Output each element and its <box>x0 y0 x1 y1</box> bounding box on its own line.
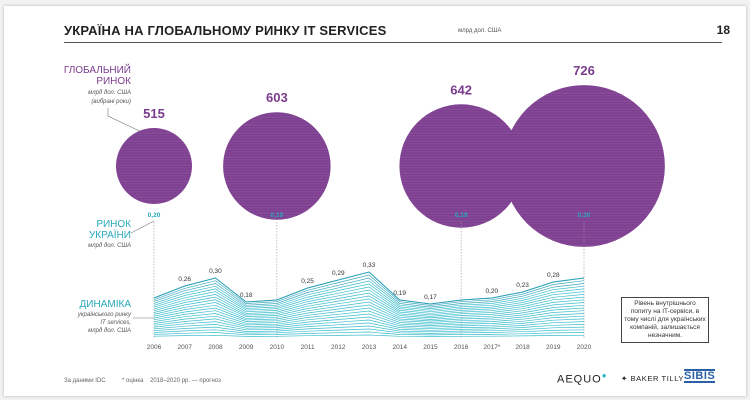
area-line-6 <box>153 289 585 314</box>
year-tick-2014: 2014 <box>392 344 407 351</box>
bubble-value-2006: 515 <box>143 106 165 121</box>
area-label-2009: 0,18 <box>240 292 253 299</box>
year-tick-2013: 2013 <box>362 344 377 351</box>
area-line-4 <box>153 283 585 311</box>
slide-page: УКРАЇНА НА ГЛОБАЛЬНОМУ РИНКУ IT SERVICES… <box>4 6 746 396</box>
year-tick-2020: 2020 <box>577 344 592 351</box>
bubble-2020 <box>503 85 665 247</box>
area-line-21 <box>153 334 585 337</box>
area-label-2007: 0,26 <box>178 276 191 283</box>
area-line-20 <box>153 331 585 336</box>
area-line-8 <box>153 295 585 317</box>
area-label-2018: 0,23 <box>516 282 529 289</box>
area-group: 0,26 0,30 0,18 0,25 0,29 0,33 0,19 0,17 0,20 0,23… <box>147 262 592 351</box>
bubble-2006 <box>116 128 192 204</box>
footer-source: За даними IDC <box>64 378 106 384</box>
bubble-2010 <box>223 112 331 220</box>
area-label-2012: 0,29 <box>332 270 345 277</box>
year-tick-2019: 2019 <box>546 344 561 351</box>
area-label-2013: 0,33 <box>363 262 376 269</box>
global-label-years: (вибрані роки) <box>91 99 131 105</box>
header-rule <box>64 42 722 43</box>
year-tick-2007: 2007 <box>177 344 192 351</box>
market-chart: ГЛОБАЛЬНИЙ РИНОК млрд дол. США (вибрані … <box>64 63 665 351</box>
ukraine-label-line2: УКРАЇНИ <box>89 229 131 241</box>
year-tick-2017*: 2017* <box>483 344 500 351</box>
area-line-1 <box>153 274 585 306</box>
bubble-value-2016: 642 <box>450 82 472 97</box>
bubble-group: 515 0,20 603 0,19 642 0,19 726 0,30 <box>116 63 665 338</box>
dynamics-label-line1: українського ринку <box>77 312 132 318</box>
year-tick-2016: 2016 <box>454 344 469 351</box>
bubble-value-2010: 603 <box>266 90 288 105</box>
area-label-2019: 0,28 <box>547 272 560 279</box>
area-label-2015: 0,17 <box>424 294 437 301</box>
year-tick-2018: 2018 <box>515 344 530 351</box>
ukraine-value-2016: 0,19 <box>455 212 468 219</box>
year-tick-2006: 2006 <box>147 344 162 351</box>
area-line-18 <box>153 325 585 333</box>
footer-forecast: 2018–2020 рр. — прогноз <box>150 378 221 384</box>
area-line-2 <box>153 277 585 308</box>
bubble-2016 <box>399 104 523 228</box>
year-tick-2009: 2009 <box>239 344 254 351</box>
year-tick-2008: 2008 <box>208 344 223 351</box>
area-line-19 <box>153 328 585 334</box>
global-label-unit: млрд дол. США <box>88 90 131 96</box>
baker-tilly-logo: ✦ BAKER TILLY <box>621 374 685 383</box>
global-label-line1: ГЛОБАЛЬНИЙ <box>64 63 131 76</box>
global-label-line2: РИНОК <box>96 76 131 87</box>
page-number: 18 <box>716 23 730 37</box>
area-label-2008: 0,30 <box>209 268 222 275</box>
year-tick-2015: 2015 <box>423 344 438 351</box>
year-tick-2012: 2012 <box>331 344 346 351</box>
sibis-logo: SIBIS <box>684 369 716 383</box>
area-line-9 <box>153 298 585 319</box>
dynamics-label-title: ДИНАМІКА <box>80 299 132 310</box>
dynamics-label-line2: IT services, <box>100 320 131 326</box>
area-label-2014: 0,19 <box>393 290 406 297</box>
baker-tilly-logo-text: BAKER TILLY <box>630 374 685 383</box>
year-tick-2010: 2010 <box>270 344 285 351</box>
aequo-logo: AEQUO● <box>557 371 608 386</box>
aequo-logo-text: AEQUO <box>557 373 602 386</box>
ukraine-label-line1: РИНОК <box>96 219 131 230</box>
ukraine-label-unit: млрд дол. США <box>88 243 131 249</box>
area-line-15 <box>153 316 585 328</box>
area-line-5 <box>153 286 585 313</box>
area-line-10 <box>153 301 585 320</box>
global-label-connector <box>107 108 151 137</box>
note-box: Рівень внутрішнього попиту на IT-сервіси… <box>621 297 709 343</box>
aequo-logo-dot: ● <box>601 371 608 380</box>
area-line-14 <box>153 313 585 326</box>
header-unit: млрд дол. США <box>458 28 502 34</box>
footer-estimate: * оцінка <box>122 378 144 384</box>
area-line-7 <box>153 292 585 316</box>
page-title: УКРАЇНА НА ГЛОБАЛЬНОМУ РИНКУ IT SERVICES <box>64 23 387 38</box>
ukraine-value-2020: 0,30 <box>578 212 591 219</box>
area-line-11 <box>153 304 585 322</box>
area-line-16 <box>153 319 585 330</box>
area-label-2011: 0,25 <box>301 278 314 285</box>
bubble-value-2020: 726 <box>573 63 595 78</box>
area-line-13 <box>153 310 585 325</box>
dynamics-label-line3: млрд дол. США <box>88 328 131 334</box>
area-line-17 <box>153 322 585 331</box>
ukraine-value-2006: 0,20 <box>148 212 161 219</box>
area-label-2017*: 0,20 <box>486 288 499 295</box>
area-top-edge <box>153 271 585 305</box>
ukraine-value-2010: 0,19 <box>271 212 284 219</box>
year-tick-2011: 2011 <box>301 344 315 351</box>
area-line-12 <box>153 307 585 323</box>
ukraine-label-connector <box>130 220 155 234</box>
area-line-3 <box>153 280 585 309</box>
